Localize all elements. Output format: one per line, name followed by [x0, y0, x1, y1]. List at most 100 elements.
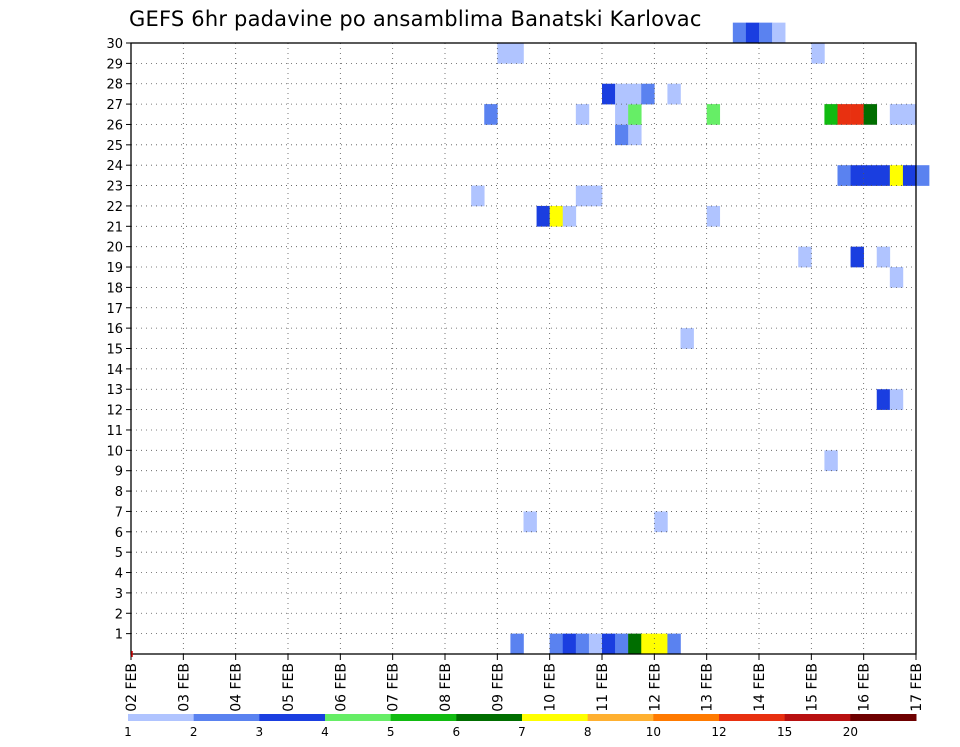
y-tick-label: 15	[106, 343, 123, 358]
data-cell	[824, 104, 838, 125]
data-cell	[916, 165, 930, 186]
plot-frame	[130, 42, 917, 655]
y-tick-label: 4	[115, 567, 123, 582]
data-cell	[889, 389, 904, 410]
data-cell	[863, 104, 878, 125]
x-tick-label: 14 FEB	[752, 663, 768, 712]
legend-swatch	[653, 714, 720, 721]
y-tick-label: 8	[115, 485, 123, 500]
data-cell	[732, 22, 747, 44]
data-cell	[876, 389, 891, 410]
x-tick-label: 10 FEB	[543, 663, 559, 712]
x-tick-label: 16 FEB	[857, 663, 873, 712]
y-tick-label: 5	[115, 546, 123, 561]
legend-swatch	[390, 714, 457, 721]
data-cell	[824, 450, 838, 471]
legend-label: 5	[387, 725, 395, 739]
data-cell	[510, 43, 524, 64]
data-cell	[510, 633, 524, 655]
y-tick-label: 13	[106, 383, 123, 398]
data-cell	[837, 165, 851, 186]
legend-label: 12	[711, 725, 726, 739]
legend-swatch	[784, 714, 851, 721]
y-tick-label: 24	[106, 159, 123, 174]
y-tick-label: 6	[115, 526, 123, 541]
data-cell	[706, 205, 721, 227]
x-tick-label: 04 FEB	[229, 663, 245, 712]
data-cell	[628, 124, 642, 146]
data-cell	[602, 83, 616, 105]
y-tick-label: 19	[106, 261, 123, 276]
legend-swatch	[522, 714, 589, 721]
data-cell	[654, 511, 668, 533]
x-tick-label: 02 FEB	[124, 663, 140, 712]
y-tick-label: 29	[106, 57, 123, 72]
legend-label: 8	[584, 725, 592, 739]
data-cell	[745, 22, 760, 44]
x-tick-label: 03 FEB	[176, 663, 192, 712]
y-tick-label: 27	[106, 98, 123, 113]
y-tick-label: 3	[115, 587, 123, 602]
x-tick-label: 13 FEB	[700, 663, 716, 712]
legend-swatch	[193, 714, 260, 721]
y-tick-label: 21	[106, 220, 123, 235]
data-cell	[615, 83, 629, 105]
y-tick-label: 12	[106, 404, 123, 419]
x-tick-label: 05 FEB	[281, 663, 297, 712]
data-cell	[628, 104, 642, 125]
y-tick-label: 22	[106, 200, 123, 215]
legend-label: 10	[646, 725, 661, 739]
data-cell	[889, 104, 904, 125]
data-cell	[863, 165, 878, 186]
data-cell	[811, 43, 825, 64]
data-cell	[575, 185, 590, 207]
x-tick-label: 12 FEB	[647, 663, 663, 712]
data-cell	[536, 205, 550, 227]
data-cell	[641, 633, 655, 655]
y-tick-label: 25	[106, 139, 123, 154]
data-cell	[889, 267, 904, 288]
y-tick-label: 23	[106, 180, 123, 195]
legend-swatch	[587, 714, 654, 721]
data-cell	[615, 104, 629, 125]
y-tick-label: 26	[106, 118, 123, 133]
x-tick-label: 07 FEB	[386, 663, 402, 712]
data-cell	[902, 104, 917, 125]
legend-label: 7	[518, 725, 526, 739]
legend-label: 3	[256, 725, 264, 739]
legend-swatch	[128, 714, 195, 721]
data-cell	[850, 104, 864, 125]
y-tick-label: 17	[106, 302, 123, 317]
y-tick-label: 16	[106, 322, 123, 337]
legend-swatch	[259, 714, 326, 721]
data-cell	[497, 43, 511, 64]
data-cell	[562, 205, 577, 227]
data-cell	[615, 633, 629, 655]
legend-label: 2	[190, 725, 198, 739]
legend-label: 6	[453, 725, 461, 739]
data-cell	[798, 246, 812, 268]
y-tick-label: 10	[106, 444, 123, 459]
chart-title: GEFS 6hr padavine po ansamblima Banatski…	[129, 7, 702, 31]
data-cell	[759, 22, 773, 44]
data-cell	[850, 246, 864, 268]
data-cell	[549, 205, 564, 227]
data-cell	[471, 185, 485, 207]
data-cell	[850, 165, 864, 186]
legend-swatch	[456, 714, 523, 721]
data-cell	[902, 165, 917, 186]
data-cell	[588, 185, 603, 207]
x-tick-label: 17 FEB	[909, 663, 925, 712]
data-cell	[654, 633, 668, 655]
legend-swatch	[325, 714, 392, 721]
data-cell	[588, 633, 603, 655]
data-cell	[575, 104, 590, 125]
y-tick-label: 30	[106, 37, 123, 52]
x-tick-label: 06 FEB	[333, 663, 349, 712]
data-cell	[837, 104, 851, 125]
data-cell	[667, 83, 681, 105]
y-tick-label: 1	[115, 628, 123, 643]
data-cell	[772, 22, 786, 44]
data-cell	[680, 328, 694, 349]
data-cell	[575, 633, 590, 655]
